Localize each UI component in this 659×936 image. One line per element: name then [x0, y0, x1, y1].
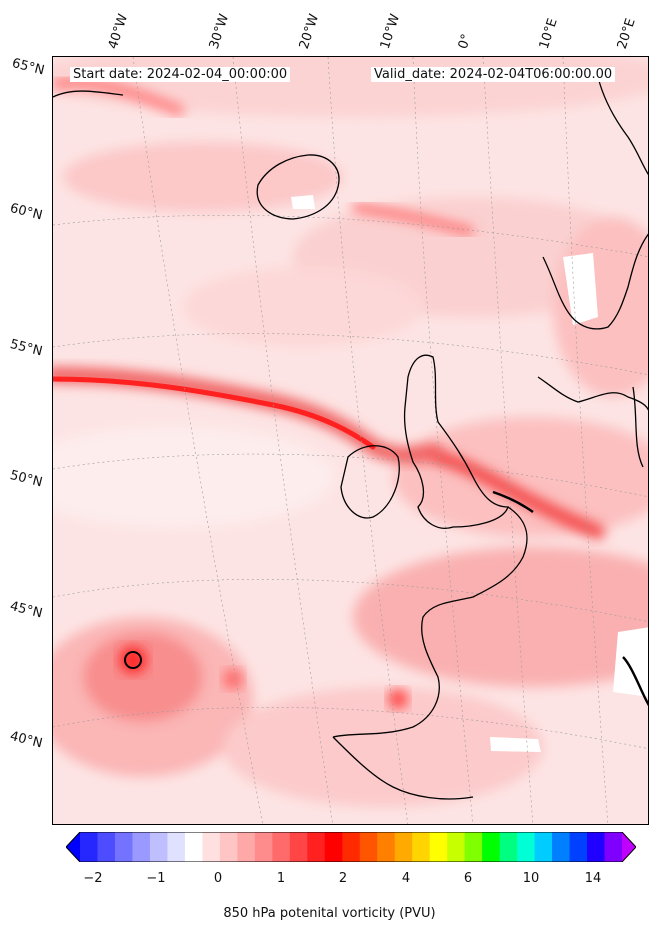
scandinavia-coast: [597, 76, 648, 176]
colorbar-swatch: [429, 832, 448, 862]
colorbar: [66, 832, 636, 862]
pv-contour-ring: [124, 651, 142, 669]
colorbar-tick: −2: [83, 871, 103, 886]
colorbar-swatch: [132, 832, 151, 862]
colorbar-swatch: [587, 832, 606, 862]
colorbar-swatch: [342, 832, 361, 862]
colorbar-extend-min: [66, 832, 80, 862]
colorbar-swatch: [517, 832, 536, 862]
colorbar-swatch: [254, 832, 273, 862]
mask-iceland: [291, 195, 315, 209]
colorbar-swatch: [464, 832, 483, 862]
graticule: [53, 57, 648, 824]
colorbar-tick: −1: [146, 871, 166, 886]
colorbar-swatch: [447, 832, 466, 862]
map-panel: [52, 56, 649, 825]
france-coast: [332, 506, 528, 738]
north-sea-coast: [537, 376, 648, 411]
coastlines: [53, 76, 648, 800]
colorbar-swatch: [184, 832, 203, 862]
colorbar-swatch: [482, 832, 501, 862]
mask-alps: [613, 627, 648, 697]
mask-norway: [563, 253, 598, 325]
ireland-coast: [340, 445, 400, 519]
valid-date-label: Valid_date: 2024-02-04T06:00:00.00: [371, 67, 616, 82]
lon-label-10w: 10°W: [377, 12, 404, 51]
colorbar-swatch: [167, 832, 186, 862]
lat-label-60n: 60°N: [8, 201, 44, 224]
colorbar-swatch: [114, 832, 133, 862]
pv-maximum: [119, 646, 147, 674]
colorbar-swatch: [604, 832, 623, 862]
colorbar-label: 850 hPa potenital vorticity (PVU): [223, 906, 436, 921]
lat-label-65n: 65°N: [10, 56, 46, 79]
colorbar-swatch: [359, 832, 378, 862]
colorbar-swatch: [149, 832, 168, 862]
pv-band-channel: [431, 450, 605, 539]
colorbar-tick: 6: [463, 871, 473, 886]
colorbar-tick: 10: [522, 871, 540, 886]
norway-coast: [542, 233, 648, 330]
colorbar-swatch: [534, 832, 553, 862]
denmark-coast: [632, 386, 644, 468]
colorbar-swatch: [307, 832, 326, 862]
start-date-label: Start date: 2024-02-04_00:00:00: [70, 67, 291, 82]
lat-label-55n: 55°N: [8, 337, 44, 360]
pv-band-core: [53, 376, 376, 450]
colorbar-tick: 2: [338, 871, 348, 886]
iceland-coast: [256, 154, 340, 220]
colorbar-swatch: [237, 832, 256, 862]
colorbar-swatch: [324, 832, 343, 862]
colorbar-tick: 14: [584, 871, 602, 886]
colorbar-swatch: [80, 832, 98, 862]
colorbar-swatch: [202, 832, 221, 862]
lon-label-40w: 40°W: [105, 12, 132, 51]
lon-label-20e: 20°E: [614, 16, 639, 51]
colorbar-tick: 1: [276, 871, 286, 886]
lat-label-50n: 50°N: [8, 468, 44, 491]
colorbar-swatch: [97, 832, 116, 862]
mask-sardinia: [490, 737, 541, 752]
colorbar-swatch: [552, 832, 571, 862]
colorbar-swatch: [394, 832, 413, 862]
colorbar-tick: 0: [213, 871, 223, 886]
lon-label-30w: 30°W: [206, 12, 233, 51]
colorbar-swatch: [272, 832, 291, 862]
colorbar-swatch: [499, 832, 518, 862]
lat-label-45n: 45°N: [8, 599, 44, 622]
lon-label-10e: 10°E: [536, 16, 561, 51]
colorbar-swatch: [377, 832, 396, 862]
colorbar-swatch: [289, 832, 308, 862]
greenland-coast: [53, 90, 124, 98]
colorbar-swatch: [219, 832, 238, 862]
lat-label-40n: 40°N: [8, 729, 44, 752]
colorbar-swatch: [569, 832, 588, 862]
lon-label-20w: 20°W: [296, 12, 323, 51]
pv-contour-map: [53, 57, 648, 824]
colorbar-swatch: [412, 832, 431, 862]
colorbar-tick: 4: [401, 871, 411, 886]
lon-label-0: 0°: [455, 32, 475, 51]
colorbar-extend-max: [622, 832, 636, 862]
iberia-coast: [332, 736, 474, 800]
